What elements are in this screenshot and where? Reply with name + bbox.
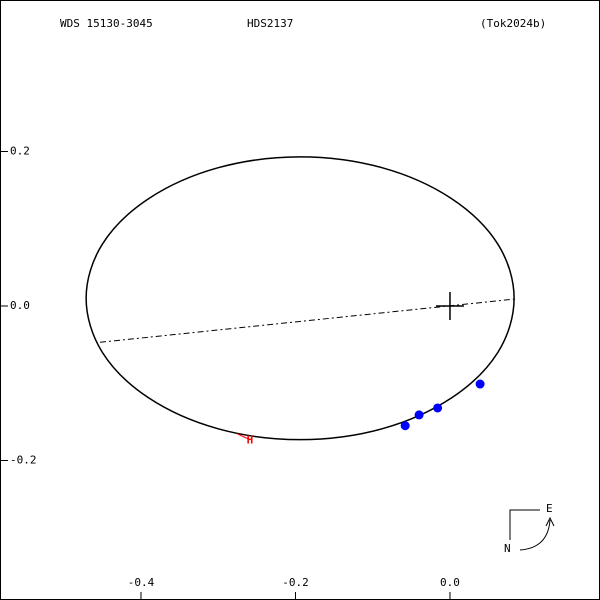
observation: [400, 421, 410, 431]
x-tick-label: 0.0: [440, 576, 460, 589]
chart-title: WDS 15130-3045: [60, 17, 153, 30]
x-tick-label: -0.2: [282, 576, 309, 589]
y-tick-label: 0.2: [10, 144, 30, 157]
compass-east: E: [546, 502, 553, 515]
x-tick-label: -0.4: [128, 576, 155, 589]
marker-residual: [236, 433, 251, 441]
reference: (Tok2024b): [480, 17, 546, 30]
compass: [509, 509, 555, 551]
observation: [414, 410, 424, 420]
compass-axes: [509, 509, 540, 540]
y-tick-label: 0.0: [10, 299, 30, 312]
chart-subtitle: HDS2137: [247, 17, 293, 30]
observation: [433, 403, 443, 413]
compass-arrow: [519, 519, 551, 551]
observation: [475, 379, 485, 389]
y-tick-label: -0.2: [10, 453, 37, 466]
orbit-ellipse: [85, 156, 515, 441]
compass-arrowhead: [545, 516, 555, 527]
compass-north: N: [504, 542, 511, 555]
marker-label: H: [247, 434, 254, 447]
